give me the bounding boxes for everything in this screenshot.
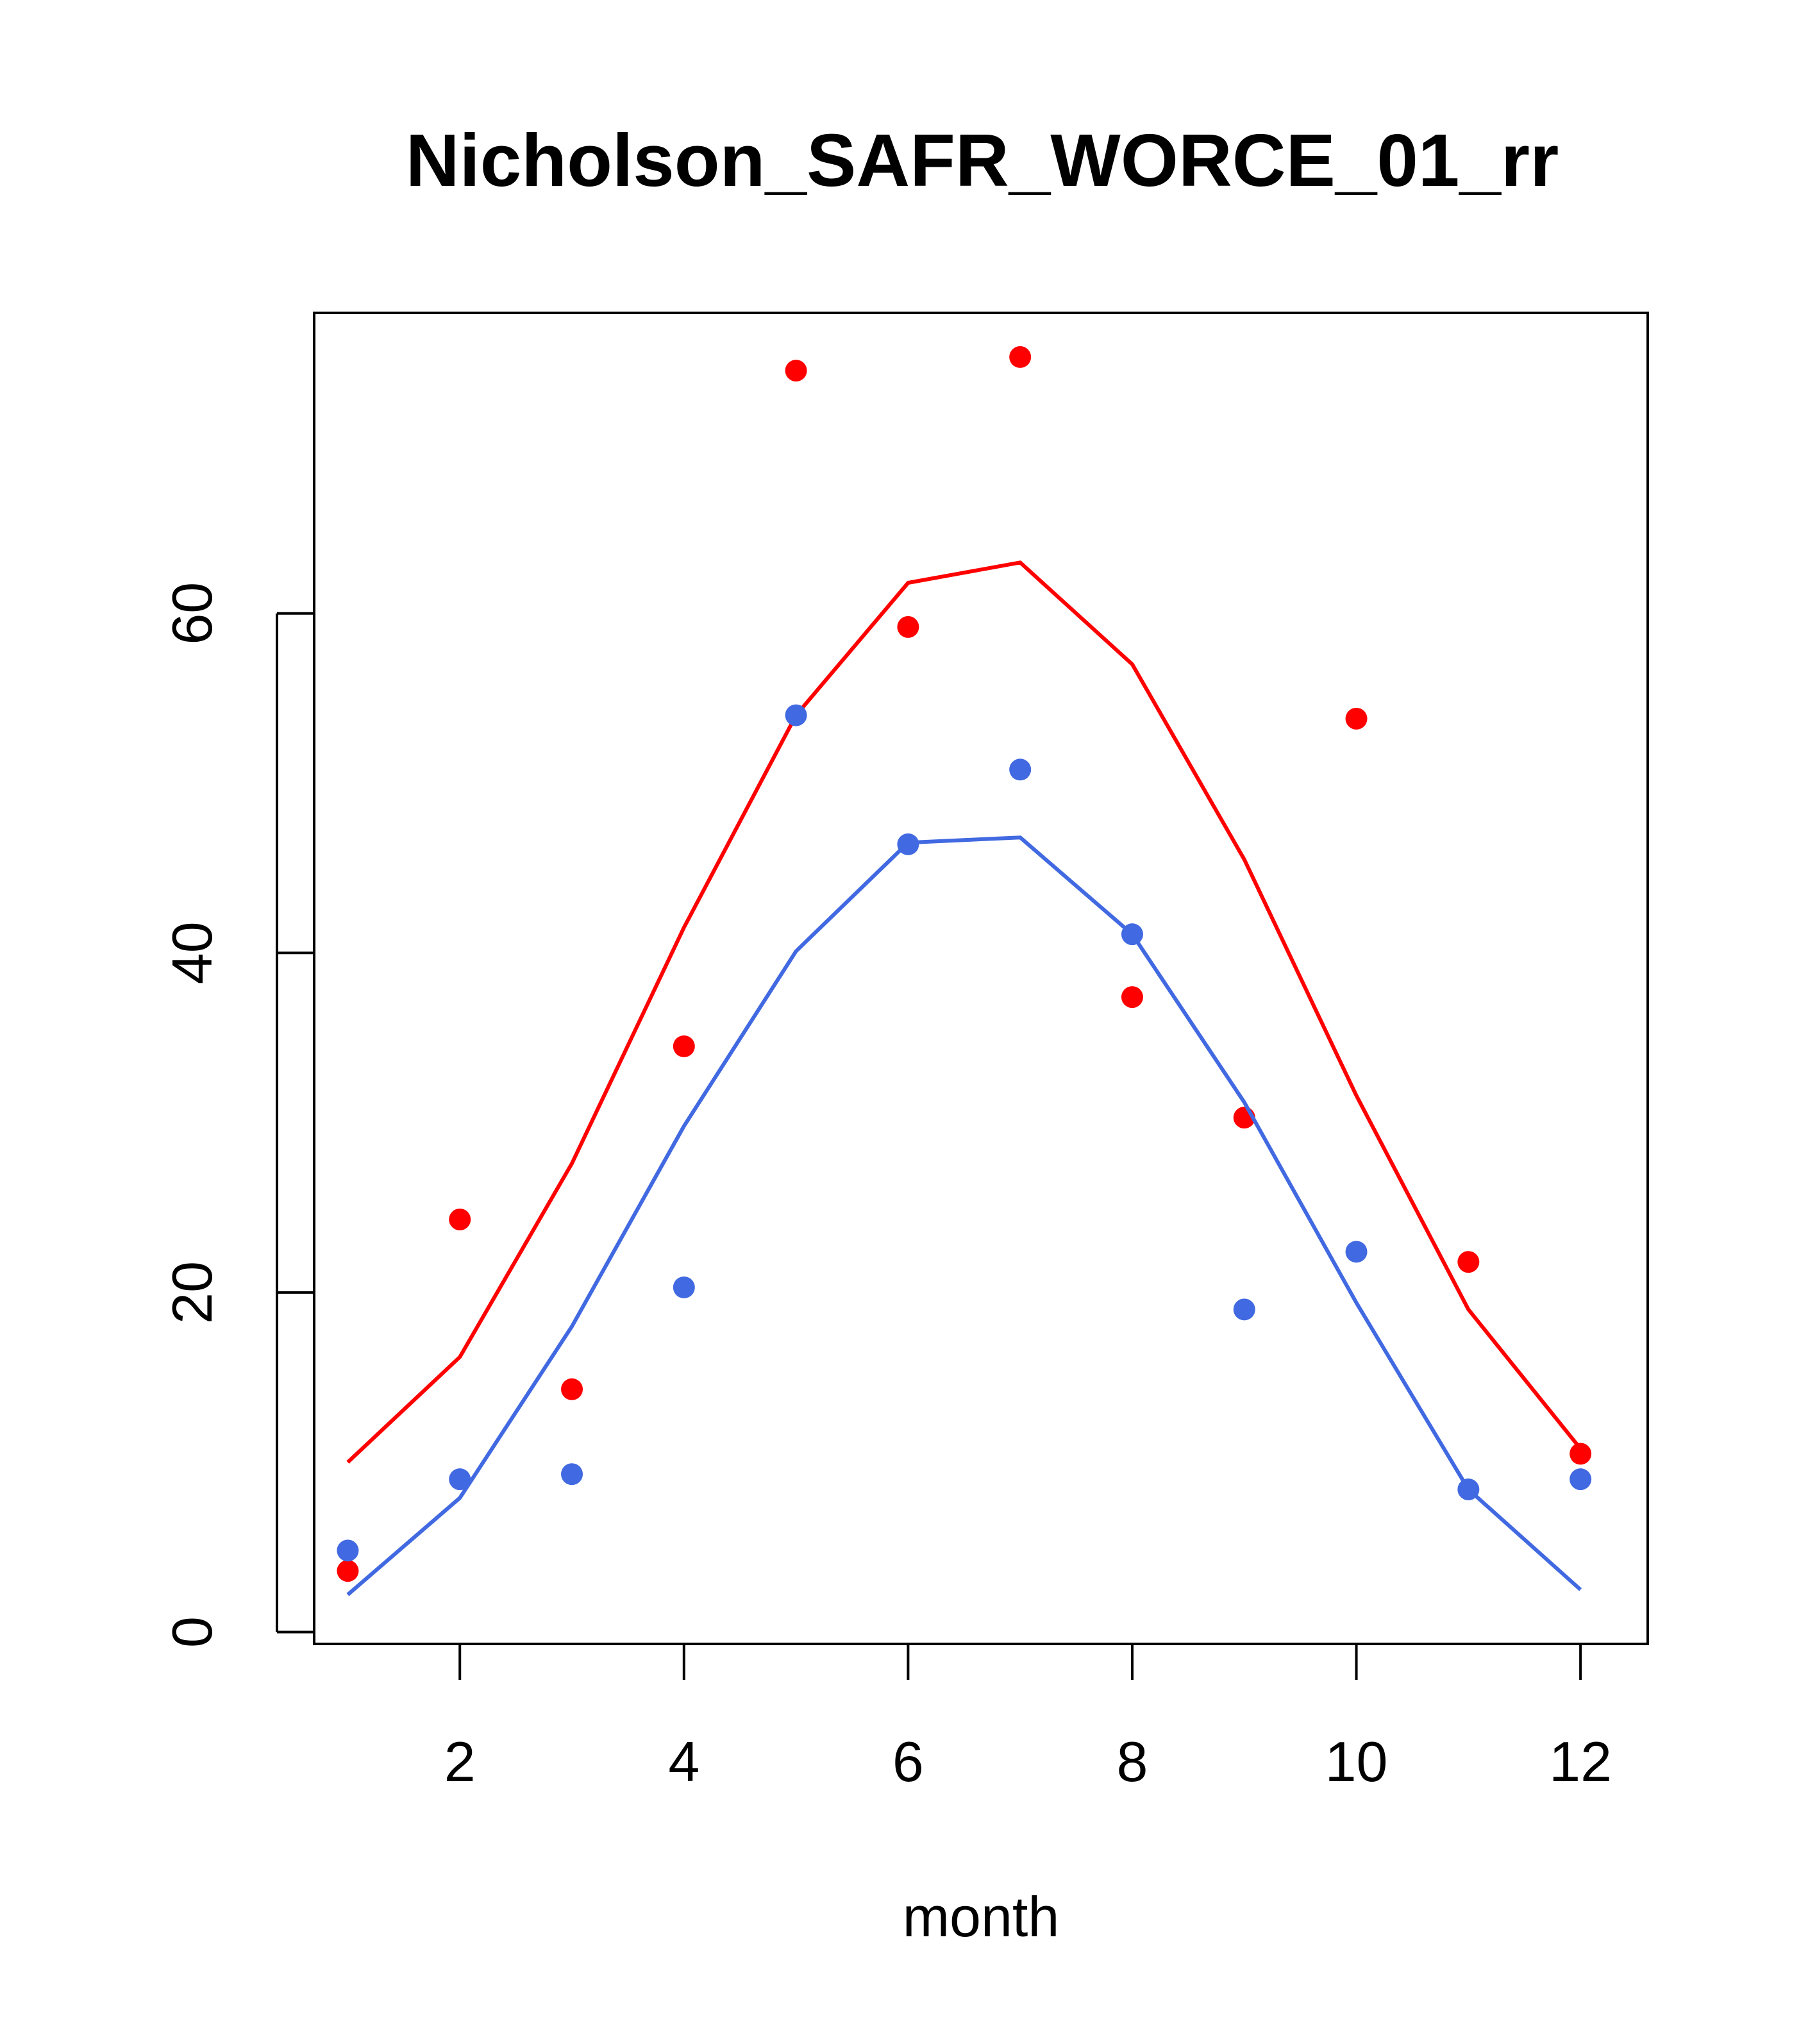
series-2-point xyxy=(785,704,807,726)
series-1-point xyxy=(449,1209,471,1231)
x-tick-label: 2 xyxy=(444,1730,476,1793)
series-2-point xyxy=(1233,1298,1255,1321)
x-tick-label: 8 xyxy=(1116,1730,1148,1793)
series-2-point xyxy=(897,833,919,855)
series-1-point xyxy=(897,616,919,638)
series-2-point xyxy=(1570,1468,1592,1491)
series-1-point xyxy=(337,1560,359,1582)
series-2-point xyxy=(1457,1479,1480,1501)
y-tick-label: 20 xyxy=(160,1261,224,1324)
series-2-point xyxy=(561,1463,583,1486)
series-1-point xyxy=(561,1378,583,1400)
series-2-point xyxy=(337,1539,359,1562)
y-tick-label: 0 xyxy=(160,1616,224,1648)
series-1-point xyxy=(1457,1251,1480,1273)
x-axis: 2 4 6 8 10 12 xyxy=(444,1643,1612,1793)
series-2-line xyxy=(346,835,1582,1596)
y-tick-label: 40 xyxy=(160,921,224,984)
series-1-point xyxy=(1570,1443,1592,1465)
x-tick-label: 10 xyxy=(1325,1730,1388,1793)
x-tick-label: 4 xyxy=(668,1730,699,1793)
series-1-point xyxy=(673,1035,695,1057)
series-2-point xyxy=(1009,758,1032,781)
chart-title: Nicholson_SAFR_WORCE_01_rr xyxy=(406,119,1559,202)
series-2-point xyxy=(1345,1241,1368,1263)
x-axis-label: month xyxy=(903,1885,1060,1948)
series-1-point xyxy=(1345,707,1368,730)
series-2-point xyxy=(1121,923,1143,946)
y-axis: 0 20 40 60 xyxy=(160,582,314,1648)
plot-frame xyxy=(313,312,1649,1645)
series-1-point xyxy=(1009,346,1032,368)
series-1-line xyxy=(346,560,1582,1464)
series-1-point xyxy=(1121,986,1143,1009)
series-1-point xyxy=(785,360,807,382)
series-2-point xyxy=(673,1276,695,1298)
series-layer xyxy=(337,346,1592,1596)
series-2-point xyxy=(449,1468,471,1491)
x-tick-label: 12 xyxy=(1549,1730,1612,1793)
x-tick-label: 6 xyxy=(892,1730,924,1793)
y-tick-label: 60 xyxy=(160,582,224,645)
